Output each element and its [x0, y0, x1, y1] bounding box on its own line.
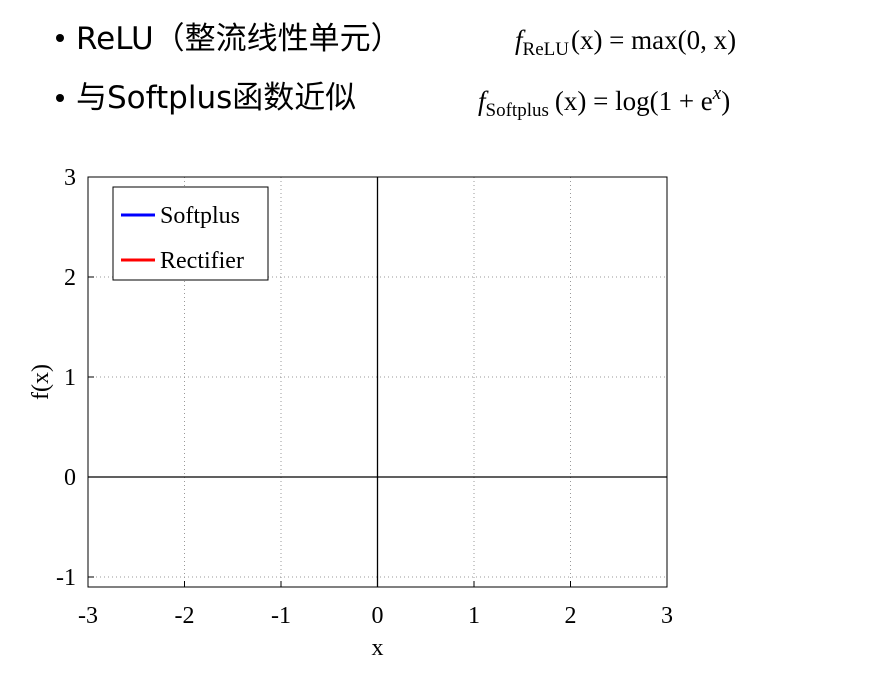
bullet-dot — [56, 34, 64, 42]
x-axis-label: x — [372, 635, 384, 661]
bullet-dot — [56, 94, 64, 102]
x-tick-label: -2 — [175, 603, 195, 629]
formula-subscript: Softplus — [486, 100, 549, 121]
legend-label: Softplus — [160, 203, 240, 229]
x-tick-label: -1 — [271, 603, 291, 629]
x-tick-label: 2 — [565, 603, 577, 629]
x-tick-label: 0 — [372, 603, 384, 629]
plot-frame — [87, 176, 668, 588]
y-tick-label: 0 — [64, 465, 76, 491]
x-tick-label: -3 — [78, 603, 98, 629]
bullet-text: ReLU（整流线性单元） — [76, 21, 402, 57]
x-tick-label: 3 — [661, 603, 673, 629]
formula-symbol: f — [515, 25, 526, 55]
legend-box — [112, 186, 269, 281]
formula-closing: ) — [721, 86, 730, 116]
y-axis-label: f(x) — [28, 364, 54, 400]
bullet-text: 与Softplus函数近似 — [76, 80, 356, 116]
formula-expression: (x) = log(1 + e — [555, 86, 713, 116]
y-tick-label: 2 — [64, 265, 76, 291]
y-tick-label: -1 — [56, 565, 76, 591]
formula: fSoftplus (x) = log(1 + ex) — [478, 83, 730, 121]
formula-superscript: x — [712, 83, 722, 104]
formula: fReLU(x) = max(0, x) — [515, 25, 736, 60]
formula-symbol: f — [478, 86, 489, 116]
legend-label: Rectifier — [160, 248, 244, 274]
y-tick-label: 1 — [64, 365, 76, 391]
formula-expression: (x) = max(0, x) — [571, 25, 736, 55]
chart: -3 -2 -1 0 1 2 3 -1 0 1 2 3 x f(x) Softplus Rectifier — [28, 165, 673, 661]
formula-subscript: ReLU — [523, 39, 570, 60]
y-tick-label: 3 — [64, 165, 76, 191]
x-tick-label: 1 — [468, 603, 480, 629]
